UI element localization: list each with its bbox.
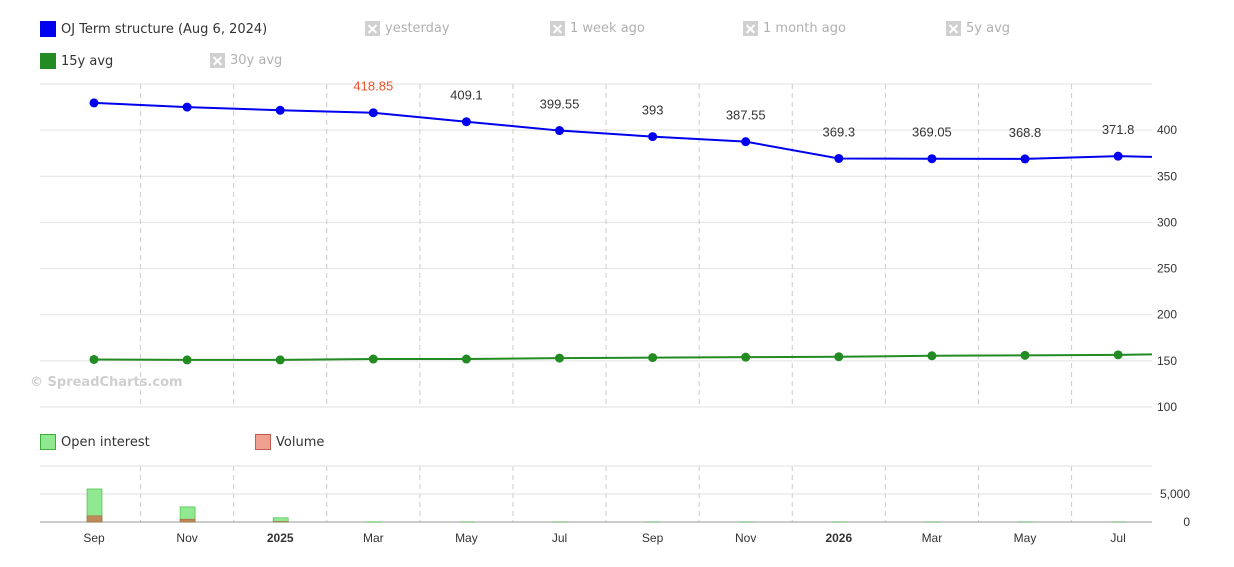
light-green-square-icon [40, 434, 56, 450]
avg-15y-point [182, 355, 192, 365]
avg-15y-line [93, 353, 1153, 361]
term-structure-point [182, 102, 192, 112]
avg-15y-point [1020, 350, 1030, 360]
term-structure-line [93, 101, 1153, 160]
y-tick-label: 0 [1183, 515, 1190, 529]
avg-15y-point [555, 353, 564, 363]
x-tick-label: 2025 [267, 531, 294, 545]
legend-label: 1 month ago [763, 21, 846, 36]
disabled-x-icon [550, 21, 565, 36]
term-structure-point [1020, 154, 1030, 164]
avg-15y-point [648, 353, 658, 363]
legend-label: 5y avg [966, 21, 1011, 36]
legend-item-open-interest[interactable]: Open interest [40, 434, 150, 450]
legend-item-1-month-ago[interactable]: 1 month ago [743, 21, 846, 36]
data-label: 418.85 [353, 79, 393, 94]
term-structure-point [1113, 151, 1123, 161]
disabled-x-icon [946, 21, 961, 36]
legend-item-15y-avg[interactable]: 15y avg [40, 53, 113, 69]
term-structure-point [834, 153, 844, 163]
term-structure-point [275, 105, 285, 115]
x-tick-label: 2026 [825, 531, 852, 545]
legend-item-volume[interactable]: Volume [255, 434, 324, 450]
disabled-x-icon [743, 21, 758, 36]
data-label: 369.05 [912, 125, 952, 140]
term-structure-point [927, 154, 937, 164]
term-structure-point [555, 126, 564, 136]
volume-bar [179, 518, 196, 523]
term-structure-point [741, 137, 751, 147]
data-label: 371.8 [1102, 122, 1135, 137]
term-structure-point [648, 132, 658, 142]
y-tick-label: 400 [1157, 123, 1177, 137]
x-tick-label: Nov [735, 531, 756, 545]
avg-15y-point [461, 354, 471, 364]
avg-15y-point [834, 352, 844, 362]
data-label: 393 [642, 103, 664, 118]
legend-label: 1 week ago [570, 21, 645, 36]
legend-label: 15y avg [61, 53, 114, 69]
data-label: 368.8 [1009, 125, 1042, 140]
y-tick-label: 200 [1157, 308, 1177, 322]
term-structure-point [368, 108, 378, 118]
x-tick-label: May [455, 531, 478, 545]
avg-15y-point [927, 351, 937, 361]
salmon-square-icon [255, 434, 271, 450]
disabled-x-icon [210, 53, 225, 68]
legend-item-oj-term-structure[interactable]: OJ Term structure (Aug 6, 2024) [40, 21, 267, 37]
legend-item-5y-avg[interactable]: 5y avg [946, 21, 1010, 36]
avg-15y-point [275, 355, 285, 365]
y-tick-label: 250 [1157, 262, 1177, 276]
x-tick-label: Nov [176, 531, 197, 545]
x-tick-label: Sep [83, 531, 105, 545]
legend-item-yesterday[interactable]: yesterday [365, 21, 450, 36]
data-label: 399.55 [540, 97, 580, 112]
avg-15y-point [89, 354, 99, 364]
x-tick-label: Mar [363, 531, 384, 545]
data-label: 369.3 [823, 124, 856, 139]
blue-square-icon [40, 21, 56, 37]
y-tick-label: 300 [1157, 215, 1177, 229]
legend-item-1-week-ago[interactable]: 1 week ago [550, 21, 645, 36]
x-tick-label: May [1014, 531, 1037, 545]
legend-label: 30y avg [230, 53, 283, 68]
legend-label: yesterday [385, 21, 450, 36]
legend-label: OJ Term structure (Aug 6, 2024) [61, 21, 268, 37]
avg-15y-point [741, 352, 751, 362]
y-tick-label: 350 [1157, 169, 1177, 183]
green-square-icon [40, 53, 56, 69]
volume-bar [86, 515, 103, 523]
legend-item-30y-avg[interactable]: 30y avg [210, 53, 282, 68]
term-structure-point [89, 98, 99, 108]
x-tick-label: Mar [922, 531, 943, 545]
y-tick-label: 100 [1157, 400, 1177, 414]
legend-label: Open interest [61, 434, 150, 450]
y-tick-label: 150 [1157, 354, 1177, 368]
x-tick-label: Sep [642, 531, 664, 545]
x-tick-label: Jul [552, 531, 567, 545]
data-label: 387.55 [726, 108, 766, 123]
data-label: 409.1 [450, 88, 483, 103]
avg-15y-point [368, 354, 378, 364]
x-tick-label: Jul [1110, 531, 1125, 545]
legend-label: Volume [276, 434, 325, 450]
y-tick-label: 5,000 [1160, 487, 1190, 501]
watermark: © SpreadCharts.com [30, 375, 183, 390]
term-structure-point [461, 117, 471, 127]
disabled-x-icon [365, 21, 380, 36]
avg-15y-point [1113, 350, 1123, 360]
